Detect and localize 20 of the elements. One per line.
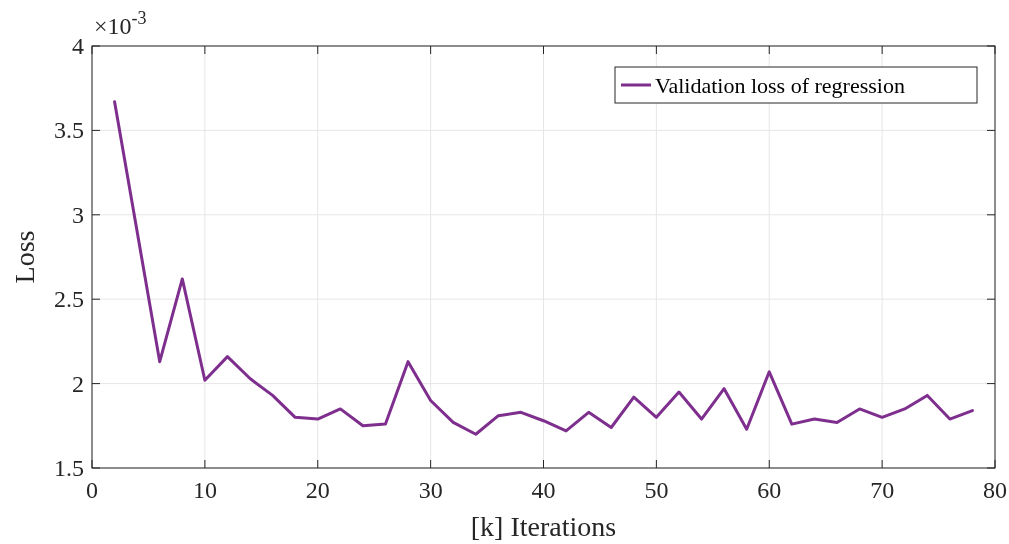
text: ×10$^{-3}$	[94, 8, 147, 39]
x-tick-label: 0	[86, 477, 98, 503]
legend-label: Validation loss of regression	[655, 73, 905, 98]
x-tick-label: 40	[531, 477, 556, 503]
y-tick-label: 2	[72, 370, 84, 397]
x-axis-title: [k] Iterations	[470, 511, 617, 542]
x-tick-label: 20	[305, 477, 330, 503]
x-tick-label: 50	[644, 477, 669, 503]
y-tick-label: 3	[72, 201, 84, 228]
x-tick-label: 60	[757, 477, 782, 503]
y-tick-label: 2.5	[54, 286, 84, 313]
line-series	[113, 100, 974, 436]
x-tick-label: 70	[870, 477, 895, 503]
y-axis-title: Loss	[9, 230, 40, 284]
x-tick-label: 30	[418, 477, 443, 503]
y-tick-label: 1.5	[54, 455, 84, 481]
y-tick-label: 3.5	[54, 117, 84, 144]
x-tick-label: 10	[192, 477, 217, 503]
x-tick-label: 80	[983, 477, 1007, 503]
y-tick-label: 4	[72, 33, 84, 59]
